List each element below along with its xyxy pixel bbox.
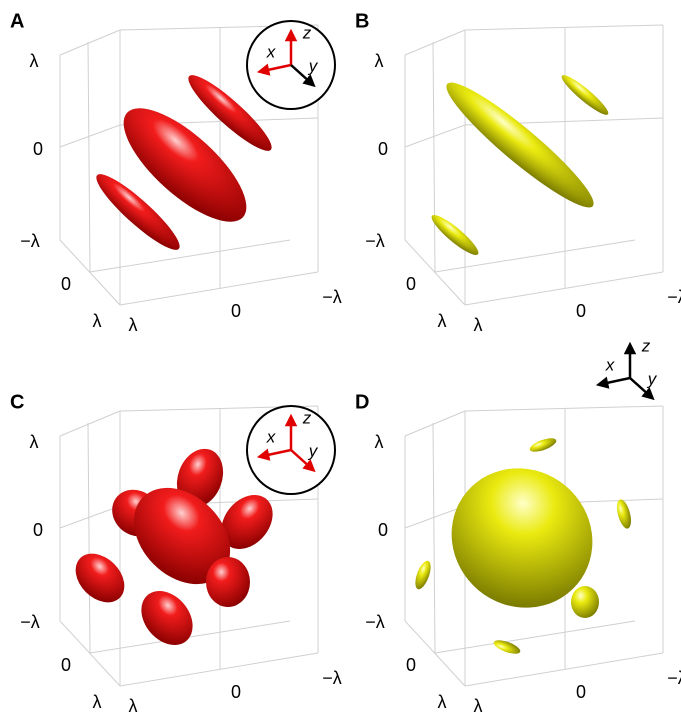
box-edge <box>405 30 465 55</box>
box-edge <box>405 125 465 147</box>
bottom-tick-label: −λ <box>322 668 342 688</box>
bottom-tick-label: 0 <box>231 682 241 702</box>
depth-tick-label: λ <box>438 311 447 331</box>
box-edge <box>60 125 120 147</box>
panel-label: A <box>10 10 24 32</box>
z-tick-label: −λ <box>20 612 40 632</box>
isosurface <box>428 210 483 259</box>
z-axis-label: z <box>302 23 312 42</box>
z-tick-label: −λ <box>365 612 385 632</box>
box-edge <box>405 411 465 436</box>
z-tick-label: 0 <box>378 139 388 159</box>
depth-tick-label: 0 <box>406 274 416 294</box>
panel-label: B <box>355 10 369 32</box>
box-edge <box>88 423 90 653</box>
box-edge <box>465 25 663 30</box>
z-tick-label: λ <box>30 51 39 71</box>
depth-tick-label: λ <box>438 692 447 712</box>
y-axis-label: y <box>308 441 319 460</box>
box-edge <box>60 506 120 528</box>
depth-tick-label: 0 <box>61 274 71 294</box>
bottom-tick-label: −λ <box>667 287 681 307</box>
isosurface <box>66 544 134 612</box>
box-edge <box>465 272 663 305</box>
depth-tick-label: λ <box>93 692 102 712</box>
box-edge <box>120 653 318 686</box>
bottom-tick-label: λ <box>474 315 483 335</box>
z-tick-label: −λ <box>365 231 385 251</box>
isosurface <box>206 557 250 607</box>
bottom-tick-label: λ <box>129 696 138 713</box>
z-tick-label: λ <box>375 51 384 71</box>
depth-tick-label: 0 <box>406 655 416 675</box>
box-edge <box>433 42 435 272</box>
bottom-tick-label: 0 <box>231 301 241 321</box>
x-axis-label: x <box>266 42 276 61</box>
bottom-tick-label: −λ <box>322 287 342 307</box>
bottom-tick-label: 0 <box>576 301 586 321</box>
z-tick-label: 0 <box>378 520 388 540</box>
z-axis-label: z <box>302 408 312 427</box>
z-tick-label: λ <box>30 432 39 452</box>
x-axis-arrow <box>602 378 630 384</box>
z-tick-label: 0 <box>33 520 43 540</box>
y-axis-label: y <box>647 369 658 388</box>
z-tick-label: 0 <box>33 139 43 159</box>
box-edge <box>88 42 90 272</box>
bottom-tick-label: −λ <box>667 668 681 688</box>
isosurface <box>614 498 633 530</box>
isosurface <box>528 436 558 455</box>
isosurface <box>131 581 203 655</box>
isosurface <box>492 638 522 657</box>
z-tick-label: −λ <box>20 231 40 251</box>
depth-tick-label: λ <box>93 311 102 331</box>
bottom-tick-label: λ <box>474 696 483 713</box>
panel: Bλ 0 −λ 0 λ λ 0 −λ <box>355 10 681 334</box>
isosurface <box>412 559 434 591</box>
z-tick-label: λ <box>375 432 384 452</box>
box-edge <box>465 653 663 686</box>
box-edge <box>465 406 663 411</box>
figure: Aλ 0 −λ 0 λ λ 0 −λ Bλ 0 −λ 0 λ λ 0 −λ Cλ 0 −λ 0 λ λ 0 −λ Dλ 0 −λ 0 λ… <box>0 0 681 713</box>
y-axis-label: y <box>308 56 319 75</box>
bottom-tick-label: λ <box>129 315 138 335</box>
isosurface <box>558 71 612 119</box>
z-axis-label: z <box>641 336 651 355</box>
box-edge <box>60 30 120 55</box>
panel-label: D <box>355 391 369 413</box>
x-axis-label: x <box>266 427 276 446</box>
depth-tick-label: 0 <box>61 655 71 675</box>
x-axis-label: x <box>605 355 615 374</box>
box-edge <box>120 272 318 305</box>
bottom-tick-label: 0 <box>576 682 586 702</box>
isosurface <box>571 586 599 618</box>
box-edge <box>60 411 120 436</box>
box-edge <box>433 423 435 653</box>
panel-label: C <box>10 391 24 413</box>
